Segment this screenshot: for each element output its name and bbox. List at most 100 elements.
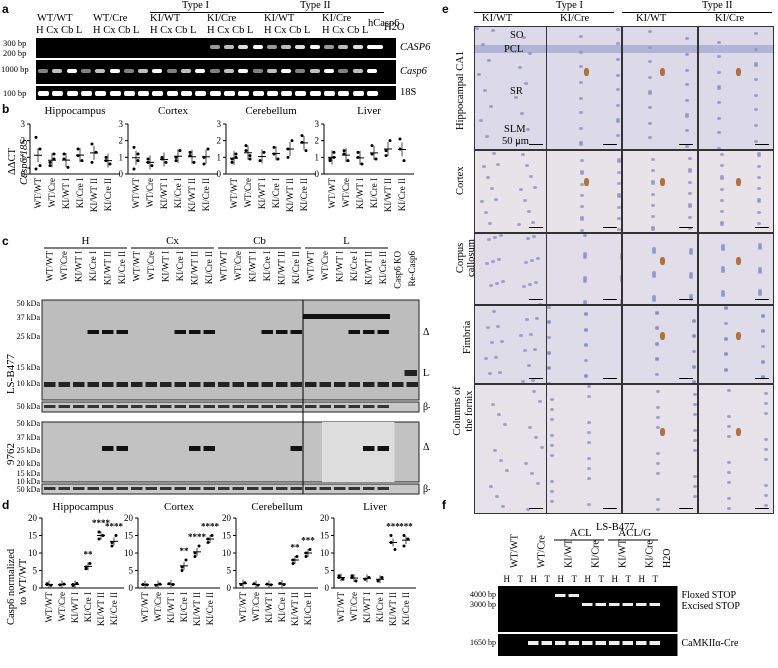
x-tick-label: KI/WT I: [264, 592, 274, 623]
gel-band: [80, 69, 91, 73]
data-point: [34, 135, 38, 139]
panel-e-row-3: Fimbria: [462, 320, 473, 354]
wb-band: [44, 382, 56, 387]
label-lsl: LS+L: [423, 368, 430, 379]
label-actin: β-Actin: [423, 402, 430, 413]
data-point: [308, 548, 312, 551]
data-point: [90, 160, 94, 164]
lane-ht: T: [545, 574, 551, 584]
data-point: [49, 583, 53, 587]
wb-dpro-band: [363, 330, 375, 334]
data-point: [234, 155, 238, 159]
lane-ht: H: [639, 574, 646, 584]
h2o-label: H2O: [662, 549, 673, 568]
data-point: [188, 150, 192, 154]
data-point: [389, 534, 393, 537]
histology-image-r0-c1: [546, 26, 622, 150]
lane-label: KI/Cre II: [378, 251, 388, 284]
gel-band: [375, 45, 384, 49]
panel-a-type2-bracket: [264, 12, 384, 13]
panel-b-title: Cerebellum: [245, 105, 297, 117]
wb-band: [232, 382, 244, 387]
gel-band: [38, 69, 48, 73]
gel-band: [52, 69, 63, 73]
gel-stop: [498, 586, 678, 632]
kda-label: 15 kDa: [17, 469, 41, 478]
gel-band: [152, 69, 163, 73]
y-tick-label: 2: [217, 136, 222, 146]
wb-actin-band: [290, 487, 302, 490]
wb-dpro-band: [203, 330, 215, 334]
x-tick-label: KI/Cre I: [369, 178, 379, 208]
y-tick-label: 10: [28, 548, 38, 558]
data-point: [346, 159, 350, 163]
significance-star: ****: [188, 532, 207, 542]
data-point: [58, 583, 62, 587]
lane-label: Re-Casp6: [407, 251, 417, 287]
gel-band: [223, 45, 234, 49]
x-tick-label: KI/WT I: [61, 178, 71, 209]
wb-dpro-band: [116, 330, 128, 334]
x-tick-label: WT/WT: [229, 178, 239, 209]
panel-e-col-1: KI/Cre: [560, 13, 590, 24]
x-tick-label: WT/WT: [336, 592, 346, 623]
gel-band-floxed: [555, 594, 566, 597]
data-point: [290, 139, 294, 143]
panel-d-title: Cortex: [164, 501, 194, 513]
group-label: KI/Cre: [645, 540, 656, 568]
gel-band: [66, 91, 78, 96]
data-point: [192, 160, 196, 164]
panel-a-group-4: KI/WT: [264, 13, 295, 24]
significance-star: ****: [92, 518, 111, 528]
y-tick-label: 0: [217, 169, 222, 179]
x-tick-label: KI/Cre II: [299, 178, 309, 211]
data-point: [62, 582, 66, 586]
data-point: [48, 160, 52, 164]
lane-label: KI/Cre I: [349, 251, 359, 281]
panel-a-bands: [36, 38, 396, 100]
wb-actin-band: [73, 405, 85, 408]
lane-ht: T: [626, 574, 632, 584]
data-point: [363, 577, 367, 581]
gel-band-cre: [568, 641, 579, 645]
data-point: [276, 157, 280, 161]
wb-actin-band: [87, 487, 99, 490]
wb-actin-band: [319, 487, 331, 490]
gel-band-excised: [636, 603, 647, 606]
data-point: [370, 144, 374, 148]
label-acl: ACL: [570, 527, 592, 539]
lane-ht: T: [653, 574, 659, 584]
gel-band: [181, 69, 191, 73]
kda-label: 37 kDa: [17, 313, 41, 322]
wb-dpro-band: [261, 330, 273, 334]
size-label: 3000 bp: [470, 600, 496, 609]
wb-dpro-band: [290, 330, 302, 334]
label-actin-2: β-Actin: [423, 484, 430, 495]
lane-ht: H: [585, 574, 592, 584]
panel-e-type2: Type II: [702, 0, 733, 11]
x-tick-label: KI/Cre II: [401, 592, 411, 625]
gel-band: [295, 91, 307, 96]
wb-actin-band: [218, 487, 230, 490]
significance-star: **: [180, 546, 190, 556]
data-point: [278, 581, 282, 585]
group-label: KI/WT: [564, 539, 575, 568]
gel-band-cre: [528, 641, 539, 645]
gel-band: [66, 69, 77, 73]
wb-actin-band: [276, 487, 288, 490]
data-point: [300, 140, 304, 144]
data-point: [97, 537, 101, 541]
data-point: [188, 154, 192, 158]
histology-image-r4-c3: [698, 384, 774, 514]
x-tick-label: WT/Cre: [251, 592, 261, 622]
data-point: [174, 159, 178, 163]
panel-d-title: Hippocampus: [52, 501, 113, 513]
lane-label: KI/WT I: [334, 251, 344, 282]
gel-band: [281, 69, 292, 73]
data-point: [206, 537, 210, 541]
significance-star: **: [291, 543, 301, 553]
gel-band-excised: [609, 603, 620, 606]
wb-actin-band: [116, 487, 128, 490]
data-point: [136, 159, 140, 163]
data-point: [132, 167, 136, 171]
